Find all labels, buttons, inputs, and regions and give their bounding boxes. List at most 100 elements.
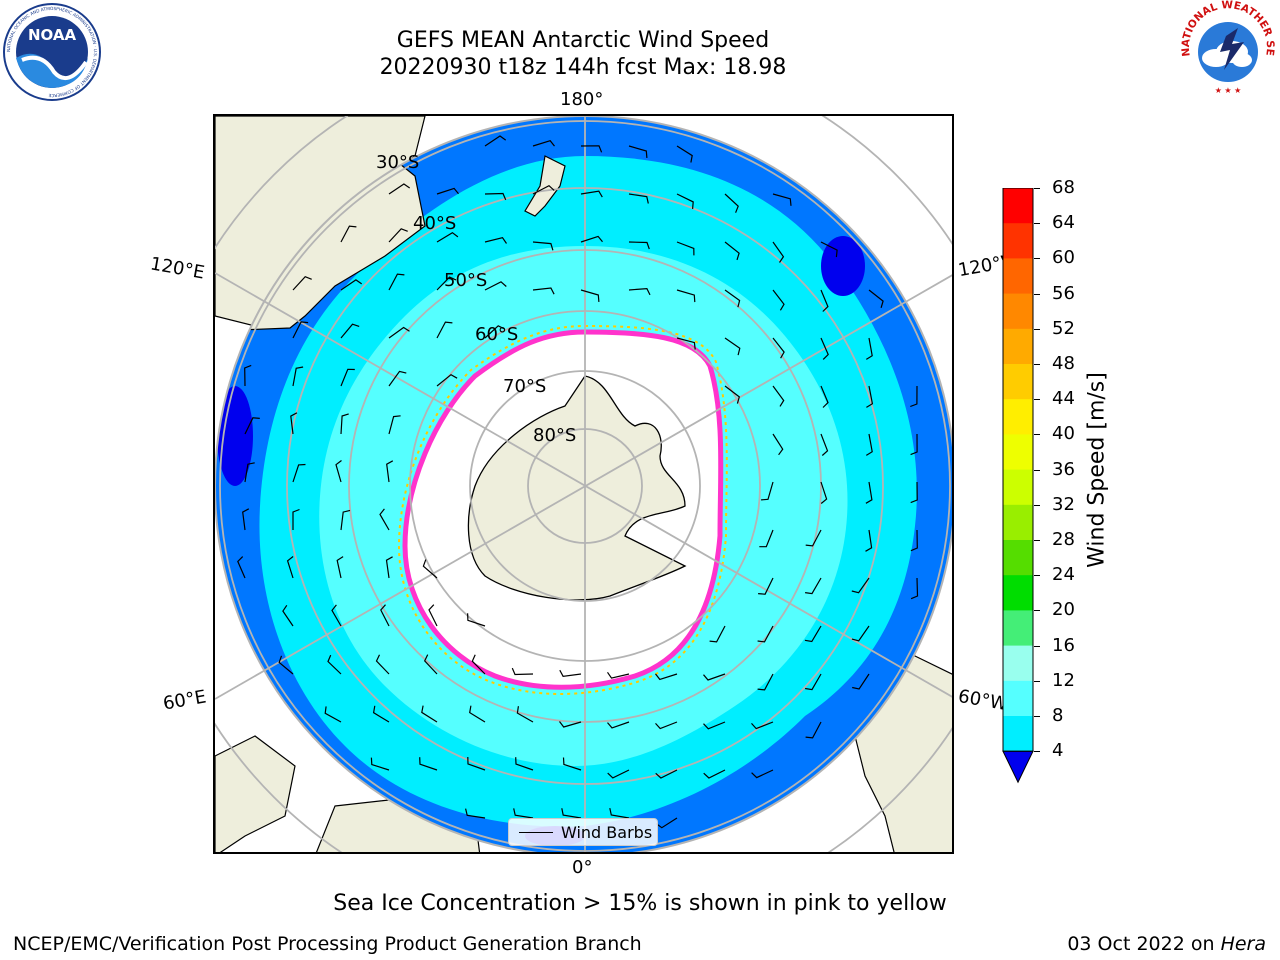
wind-barb [820,289,829,312]
wind-barb [655,721,678,730]
wind-barb [421,705,438,723]
colorbar-tick-mark [1034,434,1040,436]
colorbar-tick-mark [1034,328,1040,330]
wind-barb [676,145,693,163]
wind-barb [422,559,438,579]
wind-barb [532,184,555,195]
map-subtitle: 20220930 t18z 144h fcst Max: 18.98 [379,55,787,80]
wind-barb [607,671,630,679]
footer-machine: Hera [1220,933,1266,955]
wind-barb [436,373,458,387]
colorbar-swatch [1003,540,1033,576]
wind-barb [340,225,357,243]
wind-barb [805,673,822,691]
colorbar-tick-mark [1034,716,1040,717]
wind-barb [865,481,873,504]
lat-label-40: 40°S [413,213,457,234]
wind-barb [532,241,554,251]
wind-barb [372,705,390,723]
wind-barb [866,385,874,408]
wind-barb [865,529,873,552]
colorbar-tick-mark [1034,680,1040,682]
wind-barb [820,433,829,456]
wind-barb [292,275,312,291]
wind-barb [292,463,306,483]
colorbar-tick-label: 20 [1052,599,1075,621]
colorbar-swatch [1003,610,1033,647]
wind-barb [628,193,649,204]
sea-ice-caption: Sea Ice Concentration > 15% is shown in … [333,891,947,916]
colorbar-tick-label: 28 [1052,529,1075,550]
wind-barb [655,769,678,779]
wind-barb [628,145,648,158]
wind-barb [851,577,870,594]
wind-barb [910,385,918,408]
colorbar-tick-label: 60 [1052,247,1075,269]
wind-barb-legend: Wind Barbs [508,818,658,846]
colorbar-tick-mark [1034,188,1040,189]
wind-barb [676,337,696,350]
colorbar-swatch [1003,645,1033,682]
wind-core-patch [821,236,865,296]
svg-text:★ ★ ★: ★ ★ ★ [1215,86,1242,95]
wind-barb [244,417,260,435]
colorbar-tick-label: 64 [1052,212,1075,234]
wind-barb [562,757,582,771]
wind-barb [515,757,534,771]
wind-barb [511,667,534,676]
wind-barb [340,413,349,435]
wind-barb [580,235,603,243]
wind-barb [607,721,630,729]
lat-label-50: 50°S [444,270,488,291]
colorbar-tick-label: 48 [1052,353,1075,374]
wind-barb [436,321,453,339]
wind-barb [380,604,390,627]
colorbar-swatch [1003,575,1033,611]
wind-barb [340,368,355,387]
colorbar-tick-mark [1034,575,1040,577]
wind-barb [471,654,486,675]
wind-barb [805,577,822,595]
wind-barb [331,604,342,627]
colorbar-tick-mark [1034,223,1040,225]
wind-barb [865,337,873,360]
wind-barb [428,604,438,627]
lon-label-120e: 120°E [148,253,207,284]
wind-barb [580,190,603,198]
wind-barb [703,721,726,730]
wind-barb [370,757,390,771]
wind-barb [751,769,774,779]
wind-barb [804,625,822,643]
wind-barb [759,529,774,548]
colorbar-extend-arrow [1002,750,1034,784]
wind-barb [286,556,294,579]
wind-barb [724,289,741,308]
meridian-lines [215,116,952,852]
colorbar-swatch [1003,680,1033,717]
wind-barb [465,808,486,819]
wind-barb [292,321,309,339]
colorbar-tick-mark [1034,364,1040,365]
wind-barb [910,481,918,504]
wind-barb [703,769,726,779]
wind-barb [436,276,457,291]
wind-barb [724,241,740,261]
wind-barb [676,289,696,303]
colorbar-swatch [1003,258,1033,295]
wind-barb [340,323,360,339]
wind-barb [757,625,774,643]
wind-barb [375,654,390,675]
colorbar-tick-label: 12 [1052,669,1075,691]
colorbar-swatch [1003,188,1033,224]
lat-label-80: 80°S [533,425,577,446]
wind-barb [703,673,726,681]
wind-barb [388,228,408,243]
wind-barb [469,705,486,723]
colorbar-swatch [1003,399,1033,435]
colorbar-swatches [1002,187,1034,784]
wind-barb [758,577,774,595]
wind-barb [244,462,255,483]
wind-barb [436,231,459,243]
colorbar-tick-label: 68 [1052,177,1075,198]
wind-barb [379,508,390,531]
